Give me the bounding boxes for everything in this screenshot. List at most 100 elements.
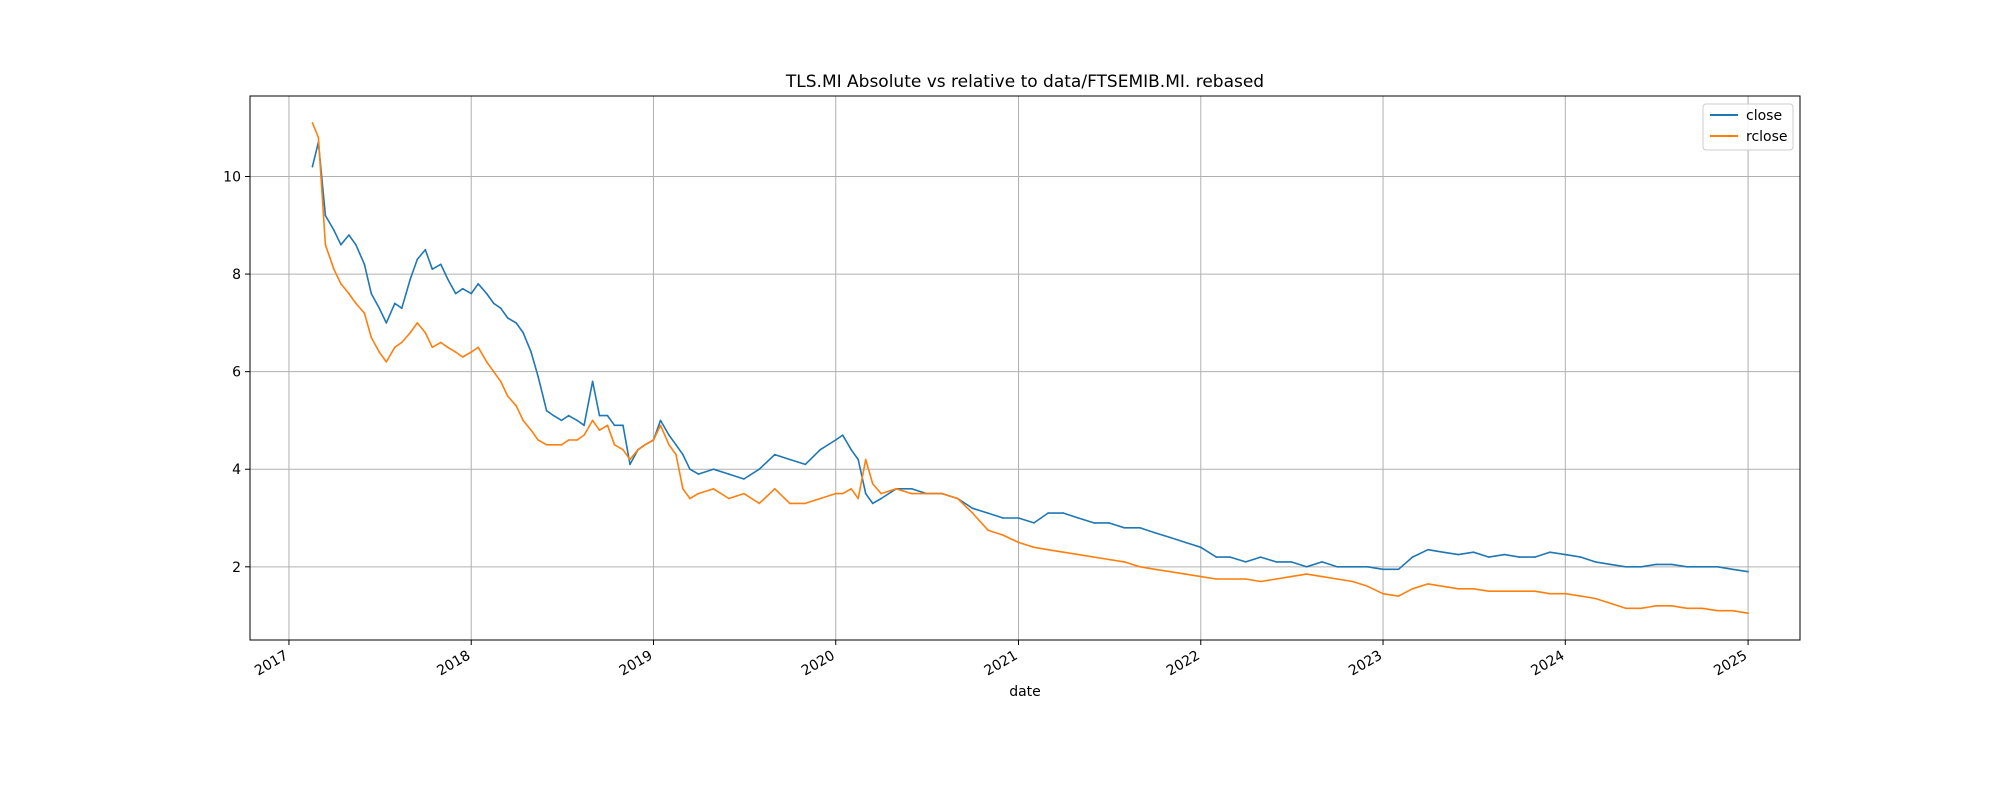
data-point-rclose <box>317 136 320 139</box>
data-point-close <box>370 292 373 295</box>
data-point-rclose <box>774 488 776 490</box>
data-point-rclose <box>515 405 517 407</box>
data-point-close <box>1457 553 1460 556</box>
data-point-close <box>1686 566 1688 568</box>
data-point-close <box>454 292 457 295</box>
data-point-rclose <box>1093 556 1095 558</box>
gridlines <box>250 96 1800 640</box>
data-point-close <box>348 234 350 236</box>
data-point-rclose <box>606 424 609 427</box>
data-point-rclose <box>864 458 867 461</box>
data-point-rclose <box>522 419 524 422</box>
data-point-rclose <box>1002 534 1004 536</box>
data-point-close <box>987 512 989 514</box>
data-point-close <box>1244 561 1247 563</box>
data-point-rclose <box>560 444 563 446</box>
data-point-rclose <box>499 380 502 383</box>
data-point-close <box>1549 551 1551 553</box>
data-point-rclose <box>712 488 715 490</box>
data-point-close <box>340 244 342 246</box>
data-point-close <box>515 322 517 324</box>
data-point-close <box>567 414 570 417</box>
data-point-rclose <box>492 370 495 373</box>
data-point-rclose <box>971 512 974 514</box>
data-point-rclose <box>728 497 730 500</box>
data-point-close <box>971 507 974 510</box>
data-point-close <box>910 488 913 490</box>
data-point-rclose <box>1397 595 1400 597</box>
data-point-close <box>728 473 730 475</box>
data-point-close <box>1731 568 1734 571</box>
data-point-rclose <box>567 439 570 441</box>
data-point-rclose <box>1244 578 1247 580</box>
series-line-rclose <box>311 122 1749 614</box>
data-point-rclose <box>758 502 761 505</box>
data-point-rclose <box>668 444 670 446</box>
data-point-close <box>1382 568 1384 571</box>
data-point-close <box>880 497 882 500</box>
data-point-rclose <box>1564 592 1567 595</box>
data-point-rclose <box>987 529 989 531</box>
data-point-rclose <box>629 458 631 461</box>
data-point-close <box>424 248 427 251</box>
data-point-rclose <box>416 322 419 324</box>
data-point-close <box>622 424 624 427</box>
data-point-close <box>834 439 837 441</box>
y-tick-label: 2 <box>232 560 241 576</box>
data-point-rclose <box>583 434 585 436</box>
data-point-rclose <box>1518 590 1521 592</box>
data-point-close <box>492 302 495 305</box>
data-point-close <box>394 302 396 305</box>
data-point-close <box>1062 512 1065 514</box>
data-point-rclose <box>804 502 807 505</box>
data-point-rclose <box>591 419 594 422</box>
data-point-close <box>1564 553 1567 556</box>
data-point-close <box>1321 561 1323 563</box>
data-point-close <box>682 453 684 456</box>
data-point-rclose <box>925 492 928 495</box>
data-point-close <box>506 317 509 319</box>
data-point-rclose <box>1200 575 1202 578</box>
data-point-rclose <box>1169 570 1172 573</box>
data-point-close <box>1655 563 1657 566</box>
data-point-close <box>758 468 761 471</box>
data-point-close <box>1229 556 1231 558</box>
data-point-rclose <box>1033 546 1035 549</box>
data-point-rclose <box>1580 595 1582 597</box>
data-point-rclose <box>355 302 357 305</box>
series-lines <box>311 122 1749 614</box>
chart-title: TLS.MI Absolute vs relative to data/FTSE… <box>785 72 1264 92</box>
data-point-close <box>409 278 412 280</box>
data-point-rclose <box>1472 588 1475 590</box>
data-point-close <box>1184 541 1187 544</box>
data-point-close <box>1411 556 1414 558</box>
data-point-close <box>1002 517 1004 519</box>
data-point-close <box>1215 556 1218 558</box>
data-point-close <box>1397 568 1400 571</box>
data-point-rclose <box>1716 609 1719 612</box>
data-point-close <box>477 283 480 285</box>
data-point-close <box>576 419 578 422</box>
data-point-close <box>499 307 502 310</box>
data-point-close <box>1077 517 1080 519</box>
data-point-close <box>1442 551 1444 553</box>
data-point-rclose <box>871 483 874 485</box>
data-point-rclose <box>348 292 350 295</box>
data-point-close <box>1017 517 1020 519</box>
y-tick-label: 6 <box>232 365 241 381</box>
data-point-close <box>743 478 745 480</box>
data-point-close <box>1670 563 1673 566</box>
data-point-close <box>1123 527 1126 529</box>
data-point-close <box>333 229 335 231</box>
data-point-rclose <box>401 341 403 344</box>
data-point-close <box>1093 522 1095 524</box>
data-point-rclose <box>333 268 335 271</box>
data-point-rclose <box>895 488 897 490</box>
data-point-rclose <box>537 439 539 441</box>
data-point-close <box>1366 566 1369 568</box>
data-point-rclose <box>311 122 314 124</box>
data-point-rclose <box>1640 607 1642 610</box>
data-point-rclose <box>409 331 412 334</box>
data-point-close <box>1290 561 1292 563</box>
data-point-rclose <box>1731 609 1734 612</box>
